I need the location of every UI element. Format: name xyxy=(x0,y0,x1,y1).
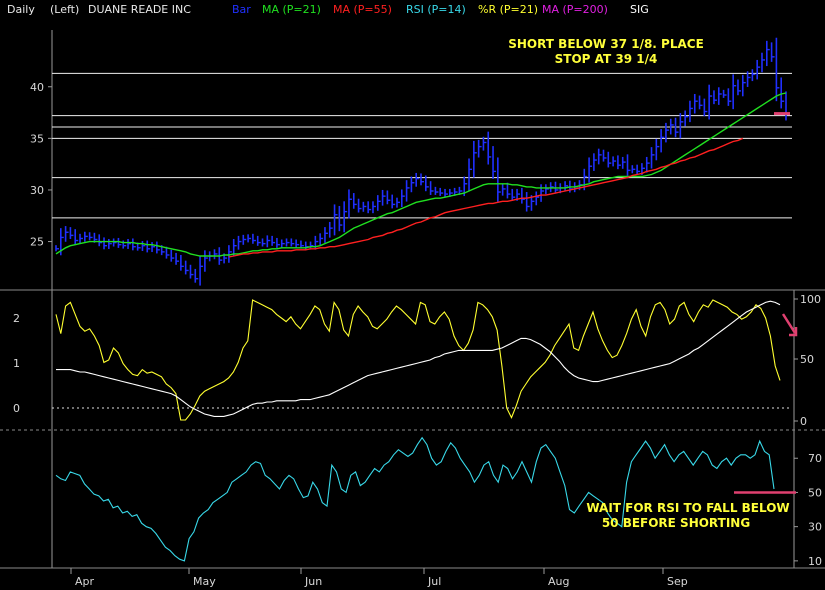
month-label: May xyxy=(193,575,216,588)
month-label: Sep xyxy=(667,575,688,588)
rsi-note-line-1: WAIT FOR RSI TO FALL BELOW xyxy=(586,501,789,515)
legend-bar[interactable]: Bar xyxy=(232,3,251,16)
pctr-line xyxy=(55,299,781,421)
panel-frames xyxy=(0,30,825,569)
rsi-note-line-2: 50 BEFORE SHORTING xyxy=(602,516,750,530)
oscillator-left-tick: 0 xyxy=(13,402,20,415)
price-panel: 25 30 35 40 xyxy=(30,37,792,286)
chart-header: Daily (Left) DUANE READE INC Bar MA (P=2… xyxy=(7,3,649,16)
oscillator-left-tick: 1 xyxy=(13,357,20,370)
rsi-tick-label: 10 xyxy=(808,555,822,568)
rsi-line xyxy=(55,436,775,562)
oscillator-right-tick: 100 xyxy=(800,293,821,306)
signal-line xyxy=(56,300,781,417)
legend-sig[interactable]: SIG xyxy=(630,3,649,16)
rsi-tick-label: 30 xyxy=(808,521,822,534)
legend-ma200[interactable]: MA (P=200) xyxy=(542,3,608,16)
legend-ma21[interactable]: MA (P=21) xyxy=(262,3,321,16)
oscillator-right-tick: 0 xyxy=(800,415,807,428)
short-note-line-2: STOP AT 39 1/4 xyxy=(555,52,658,66)
price-tick-label: 25 xyxy=(30,236,44,249)
period-label: Daily xyxy=(7,3,35,16)
month-label: Jun xyxy=(304,575,322,588)
legend-pctr[interactable]: %R (P=21) xyxy=(478,3,538,16)
month-label: Jul xyxy=(427,575,441,588)
price-tick-label: 30 xyxy=(30,184,44,197)
time-axis: Apr May Jun Jul Aug Sep xyxy=(70,568,688,588)
trade-annotation: SHORT BELOW 37 1/8. PLACE STOP AT 39 1/4 xyxy=(508,37,704,66)
scale-label: (Left) xyxy=(50,3,79,16)
month-label: Apr xyxy=(75,575,95,588)
ma55-line xyxy=(228,137,744,258)
legend-rsi[interactable]: RSI (P=14) xyxy=(406,3,466,16)
oscillator-panel: 2 1 0 100 50 0 xyxy=(13,293,821,428)
rsi-tick-label: 70 xyxy=(808,452,822,465)
price-tick-label: 40 xyxy=(30,81,44,94)
symbol-name: DUANE READE INC xyxy=(88,3,191,16)
rsi-tick-label: 50 xyxy=(808,486,822,499)
rsi-annotation: WAIT FOR RSI TO FALL BELOW 50 BEFORE SHO… xyxy=(586,501,789,530)
month-label: Aug xyxy=(548,575,569,588)
oscillator-left-tick: 2 xyxy=(13,312,20,325)
ma21-line xyxy=(55,92,787,257)
oscillator-right-tick: 50 xyxy=(800,353,814,366)
legend-ma55[interactable]: MA (P=55) xyxy=(333,3,392,16)
short-note-line-1: SHORT BELOW 37 1/8. PLACE xyxy=(508,37,704,51)
rsi-panel: 10 30 50 70 xyxy=(55,436,822,568)
price-tick-label: 35 xyxy=(30,132,44,145)
down-arrow-icon xyxy=(781,313,798,337)
